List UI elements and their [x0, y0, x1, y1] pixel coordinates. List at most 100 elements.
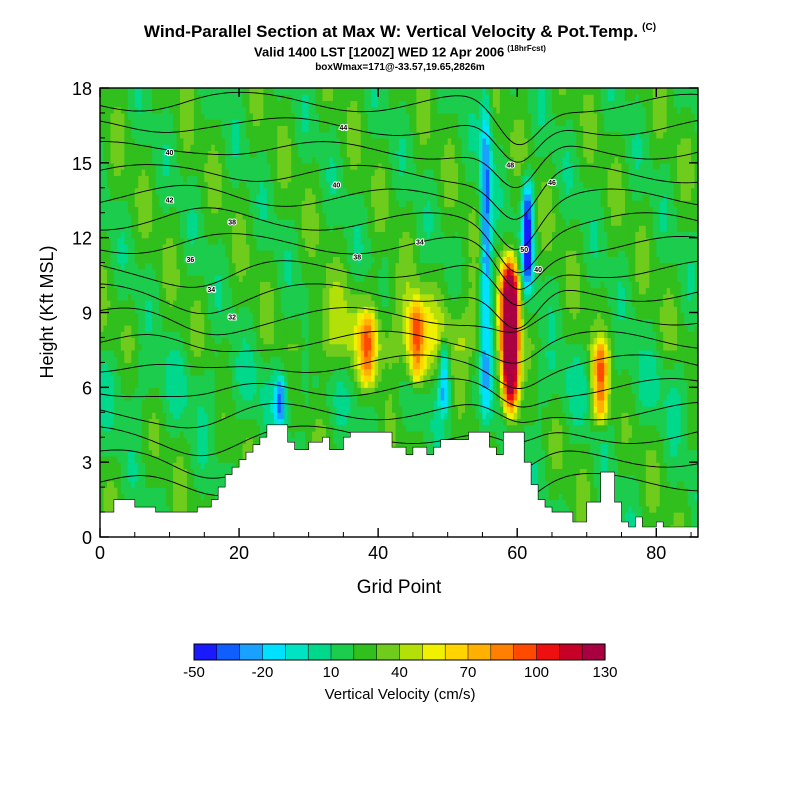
velocity-cell	[235, 312, 240, 320]
velocity-cell	[138, 206, 143, 214]
velocity-cell	[138, 300, 143, 307]
velocity-cell	[284, 262, 289, 270]
velocity-cell	[280, 343, 285, 351]
velocity-cell	[106, 131, 112, 139]
velocity-cell	[315, 312, 320, 320]
velocity-cell	[207, 487, 212, 494]
velocity-cell	[190, 487, 195, 494]
velocity-cell	[273, 275, 278, 282]
velocity-cell	[173, 144, 178, 151]
velocity-cell	[138, 312, 143, 320]
velocity-cell	[214, 312, 219, 320]
velocity-cell	[110, 250, 115, 257]
velocity-cell	[270, 237, 275, 245]
velocity-cell	[315, 119, 320, 127]
velocity-cell	[232, 88, 237, 95]
velocity-cell	[239, 206, 244, 214]
velocity-cell	[162, 356, 167, 363]
velocity-cell	[280, 106, 285, 114]
velocity-cell	[183, 356, 188, 363]
velocity-cell	[148, 175, 153, 183]
velocity-cell	[332, 318, 338, 326]
velocity-cell	[207, 312, 212, 320]
velocity-cell	[200, 393, 205, 401]
velocity-cell	[322, 212, 327, 220]
velocity-cell	[204, 194, 209, 201]
velocity-cell	[322, 187, 327, 195]
velocity-cell	[183, 231, 188, 239]
velocity-cell	[141, 399, 146, 407]
velocity-cell	[179, 349, 185, 357]
velocity-cell	[239, 387, 244, 395]
velocity-cell	[332, 349, 338, 357]
velocity-cell	[169, 268, 174, 276]
velocity-cell	[280, 100, 285, 108]
velocity-cell	[235, 200, 240, 208]
velocity-cell	[169, 106, 174, 114]
velocity-cell	[336, 125, 341, 133]
velocity-cell	[200, 88, 205, 95]
velocity-cell	[246, 412, 251, 420]
velocity-cell	[110, 225, 115, 233]
velocity-cell	[106, 144, 112, 151]
velocity-cell	[110, 156, 115, 164]
velocity-cell	[301, 406, 306, 413]
velocity-cell	[152, 256, 157, 264]
velocity-cell	[159, 125, 164, 133]
velocity-cell	[325, 418, 331, 426]
velocity-cell	[113, 493, 118, 501]
velocity-cell	[134, 187, 139, 195]
velocity-cell	[259, 162, 265, 170]
velocity-cell	[193, 212, 198, 220]
velocity-cell	[145, 162, 150, 170]
velocity-cell	[100, 162, 105, 170]
velocity-cell	[113, 368, 118, 376]
velocity-cell	[235, 318, 240, 326]
velocity-cell	[308, 430, 313, 438]
velocity-cell	[252, 237, 258, 245]
velocity-cell	[186, 306, 191, 314]
velocity-cell	[197, 368, 202, 376]
velocity-cell	[228, 356, 233, 363]
velocity-cell	[138, 318, 143, 326]
velocity-cell	[287, 218, 292, 226]
velocity-cell	[100, 399, 105, 407]
velocity-cell	[179, 480, 185, 488]
velocity-cell	[162, 412, 167, 420]
velocity-cell	[294, 287, 299, 295]
velocity-cell	[211, 418, 216, 426]
velocity-cell	[291, 312, 296, 320]
velocity-cell	[214, 100, 219, 108]
velocity-cell	[315, 212, 320, 220]
velocity-cell	[120, 231, 125, 239]
velocity-cell	[312, 162, 317, 170]
velocity-cell	[145, 337, 150, 345]
velocity-cell	[106, 387, 112, 395]
velocity-cell	[256, 181, 261, 189]
velocity-cell	[277, 406, 282, 413]
velocity-cell	[173, 225, 178, 233]
velocity-cell	[207, 187, 212, 195]
velocity-cell	[336, 156, 341, 164]
velocity-cell	[141, 349, 146, 357]
velocity-cell	[138, 175, 143, 183]
velocity-cell	[204, 175, 209, 183]
velocity-cell	[266, 237, 271, 245]
velocity-cell	[221, 243, 226, 251]
velocity-cell	[246, 262, 251, 270]
velocity-cell	[266, 268, 271, 276]
velocity-cell	[173, 437, 178, 445]
velocity-cell	[277, 362, 282, 370]
velocity-cell	[218, 468, 223, 476]
velocity-cell	[124, 324, 129, 332]
velocity-cell	[214, 137, 219, 145]
velocity-cell	[113, 200, 118, 208]
velocity-cell	[190, 262, 195, 270]
velocity-cell	[298, 206, 303, 214]
velocity-cell	[190, 268, 195, 276]
velocity-cell	[110, 337, 115, 345]
velocity-cell	[315, 106, 320, 114]
velocity-cell	[273, 343, 278, 351]
velocity-cell	[339, 399, 344, 407]
velocity-cell	[176, 231, 181, 239]
